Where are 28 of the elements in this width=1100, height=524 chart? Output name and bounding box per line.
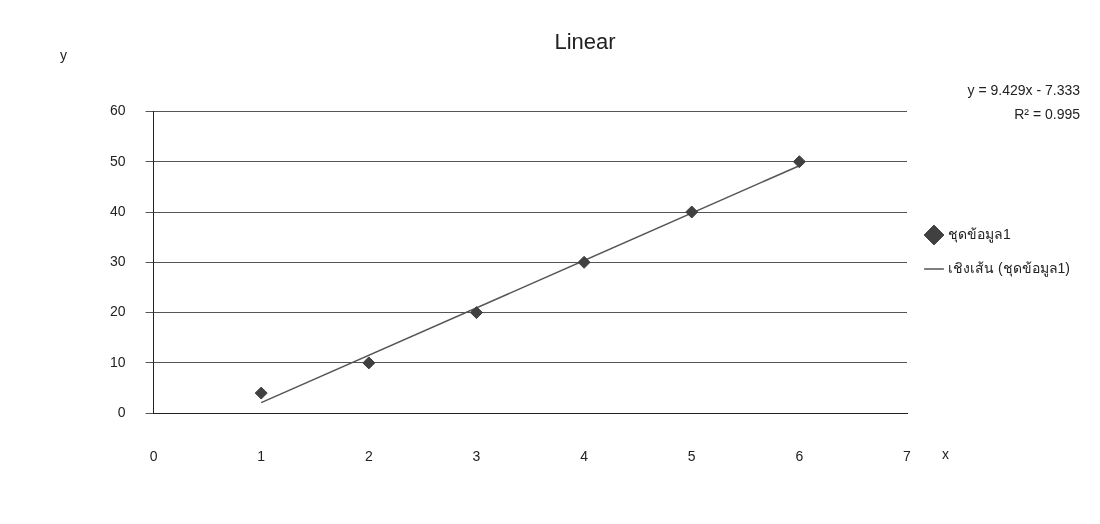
x-tick-label: 1	[257, 448, 266, 465]
y-tick-label: 0	[117, 404, 126, 421]
point	[685, 205, 699, 219]
y-tick-label: 60	[109, 102, 126, 119]
y-tick-label: 50	[109, 152, 126, 169]
point	[469, 306, 483, 320]
point	[254, 386, 268, 400]
legend-label: ชุดข้อมูล1	[948, 225, 1011, 243]
text: y = 9.429x - 7.333	[967, 82, 1081, 99]
x-tick-label: 4	[580, 448, 589, 465]
point	[577, 255, 591, 269]
chart-title: Linear	[554, 29, 616, 55]
x-tick-label: 2	[364, 448, 373, 465]
y-tick-label: 20	[109, 303, 126, 320]
x-tick-label: 5	[687, 448, 696, 465]
x-axis-title: x	[942, 446, 949, 463]
y-axis-title: y	[60, 47, 68, 64]
x-tick-label: 7	[903, 448, 912, 465]
legend-label: เชิงเส้น (ชุดข้อมูล1)	[948, 259, 1070, 277]
point	[792, 155, 806, 169]
text: R² = 0.995	[1014, 106, 1081, 123]
x-tick-label: 0	[149, 448, 158, 465]
y-tick-label: 10	[109, 353, 126, 370]
x-tick-label: 6	[795, 448, 804, 465]
y-tick-label: 30	[109, 253, 126, 270]
x-tick-label: 3	[472, 448, 481, 465]
y-tick-label: 40	[109, 202, 126, 219]
point	[362, 356, 376, 370]
